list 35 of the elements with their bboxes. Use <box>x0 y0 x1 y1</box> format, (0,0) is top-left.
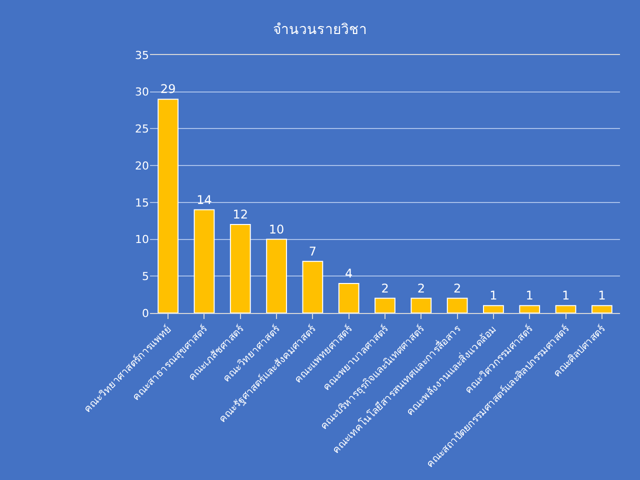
bar <box>591 305 612 313</box>
bar <box>338 283 360 313</box>
data-label: 12 <box>232 208 248 222</box>
bar <box>410 298 432 313</box>
y-tick-label: 5 <box>142 270 149 283</box>
data-label: 14 <box>196 192 212 207</box>
bar <box>230 224 251 313</box>
data-label: 7 <box>308 244 317 258</box>
bar <box>266 238 287 313</box>
y-tick-label: 25 <box>135 122 149 136</box>
bar <box>555 305 576 313</box>
bar <box>374 298 396 313</box>
data-label: 29 <box>160 82 176 96</box>
chart-title: จำนวนรายวิชา <box>273 22 367 38</box>
y-tick-label: 0 <box>142 306 149 320</box>
data-label: 1 <box>598 288 606 303</box>
y-tick-label: 35 <box>135 48 149 62</box>
bar <box>302 260 324 313</box>
y-tick-label: 20 <box>135 159 149 172</box>
y-tick-label: 10 <box>135 233 149 246</box>
data-label: 1 <box>490 288 498 303</box>
bar <box>158 98 179 313</box>
data-label: 1 <box>526 288 534 303</box>
y-tick-label: 30 <box>135 86 149 99</box>
data-label: 2 <box>381 281 389 296</box>
bar <box>194 209 215 313</box>
data-label: 2 <box>417 281 425 296</box>
y-tick-label: 15 <box>135 196 149 210</box>
data-label: 4 <box>345 266 353 281</box>
bar <box>519 305 540 313</box>
data-label: 10 <box>268 222 284 236</box>
bar <box>483 305 504 313</box>
data-label: 1 <box>562 288 570 303</box>
bar <box>446 298 468 313</box>
data-label: 2 <box>453 281 462 296</box>
